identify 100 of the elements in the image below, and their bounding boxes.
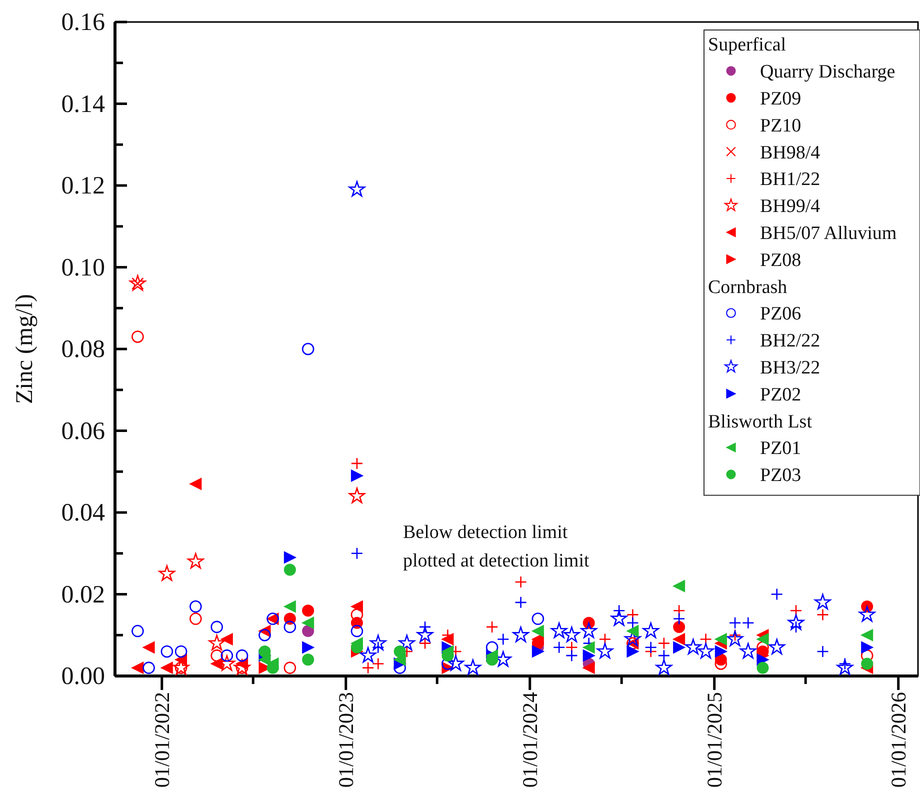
point: [350, 624, 364, 638]
point: [132, 330, 144, 343]
y-tick-label: 0.10: [61, 254, 105, 282]
y-tick-label: 0.08: [61, 336, 105, 363]
point: [208, 634, 225, 650]
point: [756, 662, 769, 674]
point: [350, 600, 363, 613]
point: [673, 580, 686, 592]
point: [673, 620, 686, 633]
point: [756, 633, 769, 646]
point: [742, 616, 754, 630]
y-tick-label: 0.12: [61, 172, 105, 200]
point: [350, 470, 363, 482]
point: [626, 625, 639, 638]
x-tick-label: 01/01/2024: [518, 692, 542, 788]
point: [190, 612, 202, 625]
point: [442, 633, 454, 646]
point: [132, 662, 144, 674]
point: [512, 626, 529, 642]
point: [673, 641, 686, 654]
point: [416, 626, 434, 642]
point: [448, 655, 464, 671]
legend-label: PZ08: [760, 250, 802, 271]
point: [532, 645, 544, 658]
y-axis-title: Zinc (mg/l): [12, 294, 38, 404]
point: [158, 565, 176, 581]
legend-label: BH1/22: [760, 169, 820, 190]
point: [564, 626, 580, 642]
legend-label: PZ01: [760, 438, 802, 460]
point: [362, 662, 374, 674]
point: [284, 600, 296, 613]
annotation: Below detection limit plotted at detection limit: [403, 522, 590, 572]
point: [348, 181, 366, 197]
point: [836, 659, 854, 675]
point: [394, 645, 406, 658]
x-tick-label: 01/01/2022: [150, 692, 174, 788]
point: [258, 645, 271, 658]
point: [626, 645, 639, 658]
legend-label: PZ06: [760, 304, 802, 325]
point: [861, 641, 874, 654]
legend-label: Quarry Discharge: [760, 62, 896, 83]
point: [740, 642, 756, 659]
point: [658, 637, 670, 650]
point: [302, 604, 314, 617]
point: [372, 658, 384, 670]
point: [220, 633, 233, 646]
point: [756, 654, 769, 666]
point: [236, 649, 248, 662]
point: [582, 662, 595, 674]
y-tick-label: 0.00: [61, 663, 105, 690]
point: [514, 596, 527, 609]
point: [302, 654, 314, 666]
y-tick-label: 0.04: [61, 500, 106, 526]
point: [514, 576, 527, 588]
point: [350, 457, 364, 470]
legend-label: PZ02: [760, 384, 802, 406]
point: [142, 641, 155, 654]
point: [370, 634, 386, 650]
point: [728, 616, 742, 630]
point: [360, 647, 376, 663]
point: [532, 612, 544, 625]
y-tick-label: 0.06: [61, 418, 105, 445]
point: [685, 638, 702, 654]
annotation: Cornbrash: [708, 276, 788, 298]
legend-label: BH5/07 Alluvium: [760, 222, 897, 244]
point: [596, 642, 614, 659]
point: [714, 633, 727, 646]
legend-label: PZ09: [760, 88, 802, 110]
point: [160, 645, 174, 658]
point: [187, 553, 204, 569]
y-tick-label: 0.14: [61, 90, 106, 118]
annotation: Blisworth Lst: [708, 411, 813, 432]
point: [658, 649, 670, 662]
point: [258, 628, 271, 642]
x-tick-label: 01/01/2023: [334, 692, 358, 788]
point: [582, 650, 595, 662]
point: [580, 622, 597, 638]
point: [350, 547, 364, 560]
point: [398, 634, 416, 650]
point: [673, 633, 686, 646]
point: [582, 641, 595, 654]
point: [486, 620, 498, 634]
point: [142, 662, 155, 674]
point: [642, 622, 659, 638]
point: [726, 630, 744, 646]
point: [302, 342, 314, 356]
point: [220, 649, 234, 662]
point: [550, 622, 568, 638]
point: [284, 564, 296, 576]
legend-label: BH2/22: [760, 330, 820, 352]
point: [284, 551, 296, 564]
point: [210, 620, 223, 634]
point: [210, 658, 223, 670]
point: [132, 624, 144, 638]
point: [788, 614, 804, 630]
point: [302, 641, 314, 654]
point: [698, 642, 714, 659]
point: [861, 658, 874, 670]
point: [566, 649, 578, 662]
point: [284, 662, 296, 674]
